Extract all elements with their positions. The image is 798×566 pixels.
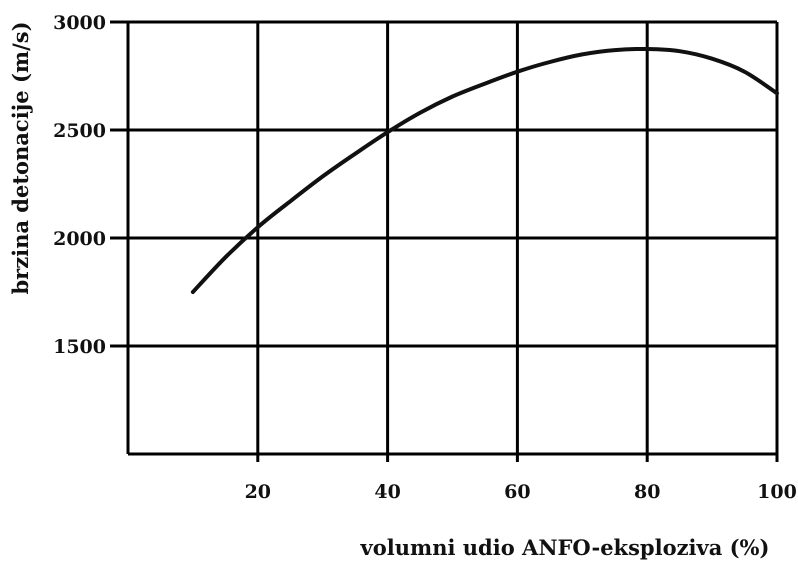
y-tick-label-2000: 2000	[53, 228, 106, 250]
y-tick-label-3000: 3000	[53, 12, 106, 34]
x-axis-title: volumni udio ANFO-eksploziva (%)	[360, 535, 770, 560]
plot-frame	[110, 20, 779, 462]
x-tick-label-100: 100	[757, 481, 797, 503]
grid-layer	[110, 22, 777, 454]
y-tick-label-1500: 1500	[53, 336, 106, 358]
x-tick-label-20: 20	[245, 481, 271, 503]
x-tick-label-80: 80	[634, 481, 660, 503]
tick-labels: 20 40 60 80 100 1500 2000 2500 3000	[53, 12, 797, 503]
series-line-0	[190, 46, 779, 294]
y-tick-label-2500: 2500	[53, 120, 106, 142]
x-tick-label-60: 60	[504, 481, 530, 503]
y-axis-title: brzina detonacije (m/s)	[8, 21, 33, 294]
series-layer	[190, 46, 779, 294]
x-tick-label-40: 40	[374, 481, 400, 503]
